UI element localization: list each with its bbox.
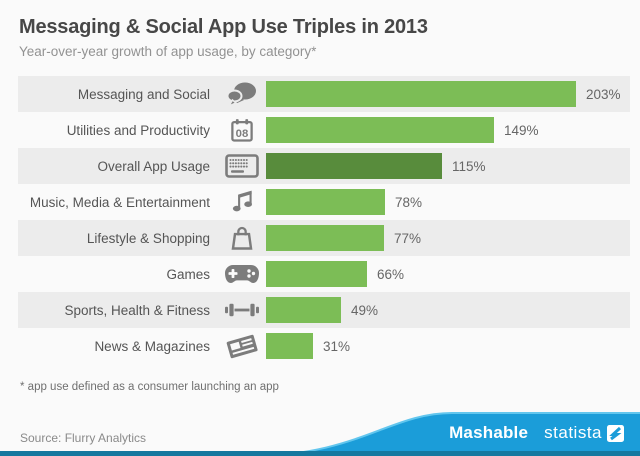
category-label: Lifestyle & Shopping [86, 230, 210, 246]
category-label: Messaging and Social [77, 86, 210, 102]
chart-subtitle: Year-over-year growth of app usage, by c… [19, 44, 317, 59]
chart-row: Games 66% [18, 256, 630, 292]
chart-row: Utilities and Productivity 08 149% [18, 112, 630, 148]
brand-logos: Mashable statista [449, 423, 624, 443]
bar-track: 203% [266, 76, 630, 112]
chart-row: News & Magazines 31% [18, 328, 630, 364]
category-label: Sports, Health & Fitness [64, 302, 210, 318]
footnote: * app use defined as a consumer launchin… [20, 381, 279, 393]
calendar-08-icon: 08 [218, 116, 266, 144]
svg-text:08: 08 [236, 128, 249, 140]
bar-track: 78% [266, 184, 630, 220]
statista-logo-icon [607, 424, 624, 442]
chart-row: Overall App Usage 115% [18, 148, 630, 184]
statista-wordmark: statista [544, 423, 602, 442]
value-label: 66% [377, 266, 405, 282]
shopping-bag-icon [218, 223, 266, 253]
bar [266, 153, 442, 179]
category-label: Games [166, 266, 210, 282]
category-label: Utilities and Productivity [66, 122, 210, 138]
chart-title: Messaging & Social App Use Triples in 20… [19, 16, 428, 38]
footer: Source: Flurry Analytics Mashable statis… [0, 410, 640, 456]
chart-row: Lifestyle & Shopping 77% [18, 220, 630, 256]
source-text: Source: Flurry Analytics [20, 431, 147, 445]
statista-logo: statista [544, 423, 624, 443]
bar-track: 49% [266, 292, 630, 328]
music-note-icon [218, 187, 266, 217]
dumbbell-icon [218, 300, 266, 320]
bar [266, 117, 494, 143]
chart-row: Music, Media & Entertainment 78% [18, 184, 630, 220]
bar [266, 81, 576, 107]
newspaper-icon [218, 330, 266, 362]
game-controller-icon [218, 262, 266, 286]
bar-chart: Messaging and Social 203% Utilities and … [18, 76, 630, 364]
value-label: 78% [395, 194, 423, 210]
value-label: 49% [351, 302, 379, 318]
category-label: Overall App Usage [97, 158, 210, 174]
bar [266, 189, 385, 215]
header: Messaging & Social App Use Triples in 20… [19, 16, 619, 59]
chart-row: Sports, Health & Fitness 49% [18, 292, 630, 328]
keyboard-icon [218, 154, 266, 178]
mashable-logo: Mashable [449, 423, 529, 442]
value-label: 149% [504, 122, 539, 138]
chart-row: Messaging and Social 203% [18, 76, 630, 112]
bar-track: 66% [266, 256, 630, 292]
bar [266, 297, 341, 323]
value-label: 115% [452, 158, 486, 174]
value-label: 77% [394, 230, 422, 246]
bar [266, 261, 367, 287]
footer-wave [0, 412, 640, 456]
bar-track: 31% [266, 328, 630, 364]
bar-track: 115% [266, 148, 630, 184]
value-label: 31% [323, 338, 351, 354]
chat-bubbles-icon [218, 80, 266, 108]
category-label: Music, Media & Entertainment [29, 194, 210, 210]
bar-track: 77% [266, 220, 630, 256]
bar [266, 333, 313, 359]
value-label: 203% [586, 86, 621, 102]
bar-track: 149% [266, 112, 630, 148]
category-label: News & Magazines [94, 338, 210, 354]
bar [266, 225, 384, 251]
